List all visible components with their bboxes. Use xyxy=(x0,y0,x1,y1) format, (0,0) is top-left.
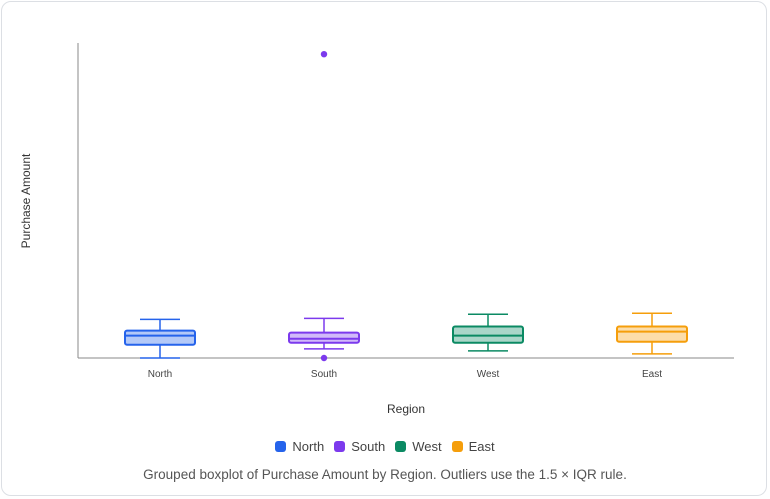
legend-swatch xyxy=(451,441,463,452)
legend-swatch xyxy=(334,441,346,452)
box-west xyxy=(452,313,524,352)
iqr-box xyxy=(452,325,524,344)
legend-item-west: West xyxy=(395,439,442,454)
outlier-point xyxy=(320,354,328,362)
boxes xyxy=(124,50,688,362)
x-tick-label: North xyxy=(148,369,172,380)
boxplot-chart: North South West East Region Purchase Amoun… xyxy=(19,43,734,416)
y-axis-title: Purchase Amount xyxy=(19,153,33,248)
axes xyxy=(77,43,734,359)
iqr-box xyxy=(124,329,196,346)
legend-label: North xyxy=(292,439,325,454)
chart-caption: Grouped boxplot of Purchase Amount by Re… xyxy=(143,467,627,482)
iqr-box xyxy=(288,331,360,344)
legend-label: East xyxy=(468,439,495,454)
iqr-box xyxy=(616,325,688,343)
legend-swatch xyxy=(275,441,287,452)
legend-item-east: East xyxy=(451,439,495,454)
x-tick-label: South xyxy=(311,369,337,380)
legend-item-south: South xyxy=(334,439,385,454)
box-east xyxy=(616,312,688,355)
box-north xyxy=(124,318,196,359)
outlier-point xyxy=(320,50,328,58)
x-axis-title: Region xyxy=(387,402,425,416)
legend-label: South xyxy=(351,439,386,454)
legend: North South West East xyxy=(0,439,770,455)
x-tick-label: West xyxy=(477,369,500,380)
x-tick-label: East xyxy=(642,369,662,380)
x-tick-labels: North South West East xyxy=(148,369,662,380)
box-south xyxy=(288,50,360,362)
legend-swatch xyxy=(395,441,407,452)
legend-item-north: North xyxy=(275,439,324,454)
legend-label: West xyxy=(412,439,442,454)
